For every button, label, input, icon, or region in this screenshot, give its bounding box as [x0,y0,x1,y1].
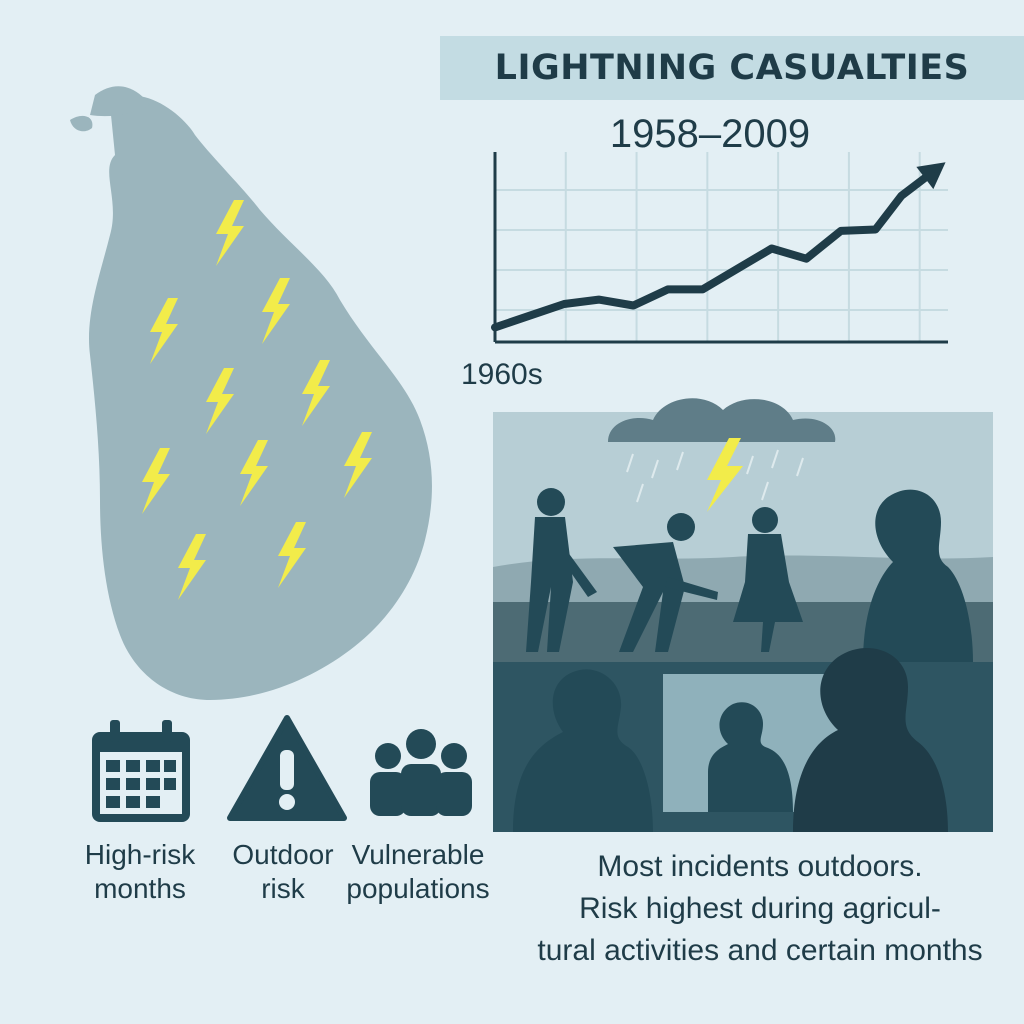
coast-island [70,115,93,132]
data-point [837,227,845,235]
data-point [897,192,905,200]
chart-grid [495,152,948,342]
caption-line: tural activities and certain months [537,934,983,967]
person-in-window [708,702,793,812]
data-point [699,285,707,293]
lightning-bolt-icon [142,448,170,514]
people-icon [370,729,472,816]
data-points [491,166,940,331]
sri-lanka-map [70,86,432,701]
data-point [733,265,741,273]
storm-scene-illustration [493,398,993,832]
person-left [513,669,653,832]
person-foreground [793,648,948,832]
lightning-bolt-icon [344,432,372,498]
stat-label-line: Outdoor [232,839,334,870]
stat-high-risk-months: High-risk months [60,838,220,906]
casualties-line-chart [491,152,948,344]
data-point [595,296,603,304]
data-point [768,244,776,252]
stat-label-line: populations [346,873,490,904]
northern-peninsula [90,86,150,117]
lightning-bolt-icon [178,534,206,600]
data-point [871,225,879,233]
stat-outdoor-risk: Outdoor risk [210,838,356,906]
data-point [629,301,637,309]
caption-line: Risk highest during agricul- [579,892,941,925]
farmers [526,488,803,652]
series-line [491,165,940,332]
warning-icon [227,715,347,821]
lightning-bolts [142,200,372,600]
data-point [491,323,499,331]
scene-bolt [707,438,743,512]
storm-cloud [608,398,836,442]
lightning-bolt-icon [216,200,244,266]
caption-line: Most incidents outdoors. [597,850,923,883]
rain [626,449,804,503]
lightning-bolt-icon [278,522,306,588]
stat-label-line: risk [261,873,305,904]
data-point [526,312,534,320]
data-point [664,285,672,293]
onlooker-right [863,489,973,662]
lightning-bolt-icon [150,298,178,364]
calendar-icon [92,720,190,822]
lightning-bolt-icon [240,440,268,506]
stat-label-line: Vulnerable [351,839,485,870]
lightning-bolt-icon [302,360,330,426]
lightning-bolt-icon [262,278,290,344]
stat-vulnerable-populations: Vulnerable populations [336,838,500,906]
island-shape [89,95,432,701]
x-axis-start-label: 1960s [461,358,543,391]
chart-subtitle: 1958–2009 [609,112,811,156]
data-point [932,166,940,174]
chart-title: LIGHTNING CASUALTIES [494,48,970,88]
stat-label-line: High-risk [84,839,196,870]
stat-label-line: months [94,873,186,904]
summary-caption: Most incidents outdoors. Risk highest du… [496,846,1024,972]
lightning-bolt-icon [206,368,234,434]
chart-title-band: LIGHTNING CASUALTIES [440,36,1024,100]
data-point [560,300,568,308]
data-point [802,255,810,263]
